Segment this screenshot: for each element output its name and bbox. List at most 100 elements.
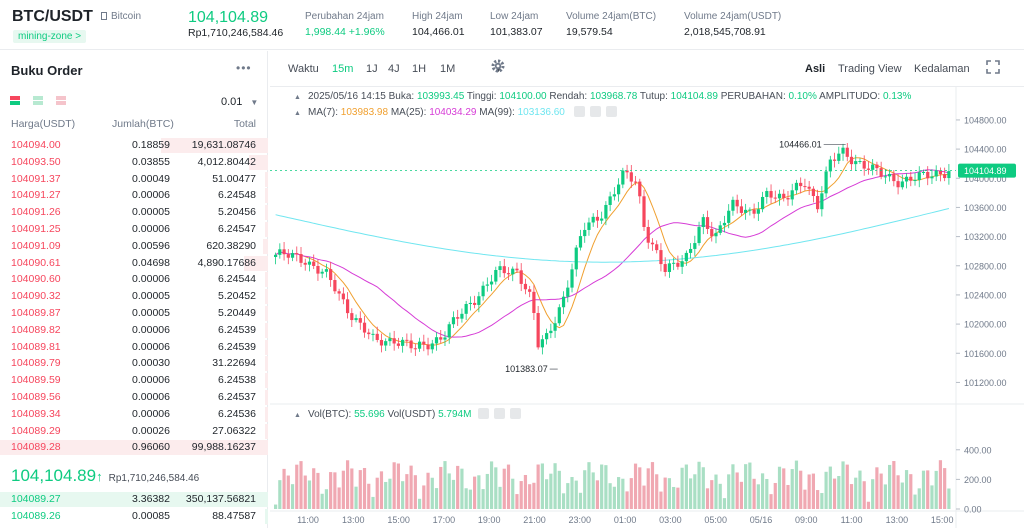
legend-low-label: Rendah: [549,91,587,102]
ask-row[interactable]: 104089.34 0.00006 6.24536 [0,406,268,423]
volume-bar [722,498,727,509]
interval-4j[interactable]: 4J [388,63,400,75]
volume-bar [591,472,595,509]
volume-bar [934,470,938,509]
row-amount: 0.00596 [132,239,170,252]
caret-down-icon: ▼ [250,98,259,107]
volume-bar [731,464,735,509]
candle-body [545,333,549,340]
candle-body [883,176,887,178]
candle-body [286,254,290,258]
depth-bar [265,339,268,355]
stat-value: 1,998.44 +1.96% [305,26,385,38]
volume-bar [350,468,354,509]
candle-body [362,322,367,333]
volume-bar [345,460,350,509]
volume-bar [824,471,828,509]
volume-bar [498,486,502,509]
row-amount: 0.00006 [132,407,170,420]
ask-row[interactable]: 104091.27 0.00006 6.24548 [0,187,268,204]
stat-label: Low 24jam [490,11,539,22]
candle-body [617,184,621,195]
row-amount: 0.00006 [132,222,170,235]
volume-bar [832,478,837,509]
ask-row[interactable]: 104089.81 0.00006 6.24539 [0,339,268,356]
row-price: 104089.28 [11,441,61,454]
kline-chart[interactable]: 104466.01 101383.07 104800.00 104400.00 104… [270,87,1024,528]
ask-row[interactable]: 104090.61 0.04698 4,890.17686 [0,255,268,272]
volume-tick-label: 0.00 [964,505,982,515]
ask-row[interactable]: 104089.56 0.00006 6.24537 [0,389,268,406]
candle-body [688,248,693,253]
interval-1h[interactable]: 1H [412,63,427,75]
candle-body [282,249,286,255]
ask-row[interactable]: 104091.26 0.00005 5.20456 [0,204,268,221]
candle-body [862,161,866,169]
view-asli[interactable]: Asli [805,63,826,75]
ask-row[interactable]: 104089.29 0.00026 27.06322 [0,423,268,440]
row-total: 6.24548 [218,189,256,202]
volume-bar [752,478,756,509]
ask-row[interactable]: 104089.87 0.00005 5.20449 [0,305,268,322]
view-trading-view[interactable]: Trading View [838,63,902,75]
candle-body [337,291,341,294]
gear-icon[interactable] [490,59,505,76]
ask-row[interactable]: 104090.32 0.00005 5.20452 [0,288,268,305]
candle-body [849,156,854,165]
legend-ma7-label: MA(7): [308,107,338,118]
candle-body [748,209,752,211]
stat-item: Volume 24jam(USDT) 2,018,545,708.91 [684,11,781,38]
bid-row[interactable]: 104089.27 3.36382 350,137.56821 [0,491,268,508]
ask-row[interactable]: 104090.60 0.00006 6.24544 [0,271,268,288]
ask-row[interactable]: 104091.25 0.00006 6.24547 [0,221,268,238]
ohlc-legend: 2025/05/16 14:15 Buka: 103993.45 Tinggi:… [308,91,911,102]
candle-body [731,199,735,211]
legend-change-label: PERUBAHAN: [721,91,786,102]
candle-body [858,161,862,163]
ask-row[interactable]: 104093.50 0.03855 4,012.80442 [0,154,268,171]
view-kedalaman[interactable]: Kedalaman [914,63,970,75]
volume-bar [714,474,718,509]
candle-body [434,337,439,344]
kline-svg[interactable]: 104466.01 101383.07 104800.00 104400.00 104… [270,87,1024,528]
volume-bar [299,461,303,509]
candle-body [578,236,583,248]
candle-body [735,199,739,207]
candle-body [760,196,765,210]
candle-body [913,180,917,182]
candle-body [557,307,561,324]
ask-row[interactable]: 104089.59 0.00006 6.24538 [0,372,268,389]
book-both-icon[interactable] [10,96,20,105]
volume-bar [947,488,951,509]
ask-row[interactable]: 104089.79 0.00030 31.22694 [0,355,268,372]
ask-row[interactable]: 104091.09 0.00596 620.38290 [0,238,268,255]
row-total: 6.24544 [218,273,256,286]
zone-tag[interactable]: mining-zone > [13,30,87,43]
more-dots-icon[interactable]: ••• [236,61,252,75]
fullscreen-icon[interactable] [986,60,1000,77]
collapse-icon: ▲ [294,412,301,419]
volume-bar [638,467,642,509]
book-bids-icon[interactable] [33,96,43,105]
volume-bar [879,473,883,509]
bid-row[interactable]: 104089.26 0.00085 88.47587 [0,508,268,525]
precision-select[interactable]: 0.01 ▼ [221,96,258,108]
row-amount: 0.96060 [132,441,170,454]
candle-body [921,171,926,173]
current-price-tag [958,163,1016,178]
pair-symbol[interactable]: BTC/USDT [12,8,93,25]
mid-price-value: 104,104.89 [11,466,97,485]
pair-full-name[interactable]: Bitcoin [101,11,141,22]
interval-1m[interactable]: 1M [440,63,456,75]
candle-body [904,176,909,182]
interval-15m[interactable]: 15m [332,63,354,75]
interval-1j[interactable]: 1J [366,63,378,75]
ask-row[interactable]: 104094.00 0.18859 19,631.08746 [0,137,268,154]
ask-row[interactable]: 104091.37 0.00049 51.00477 [0,171,268,188]
volume-bar [439,466,443,509]
book-asks-icon[interactable] [56,96,66,105]
candle-body [341,293,345,300]
ask-row[interactable]: 104089.28 0.96060 99,988.16237 [0,439,268,456]
volume-bar [633,463,638,509]
ask-row[interactable]: 104089.82 0.00006 6.24539 [0,322,268,339]
